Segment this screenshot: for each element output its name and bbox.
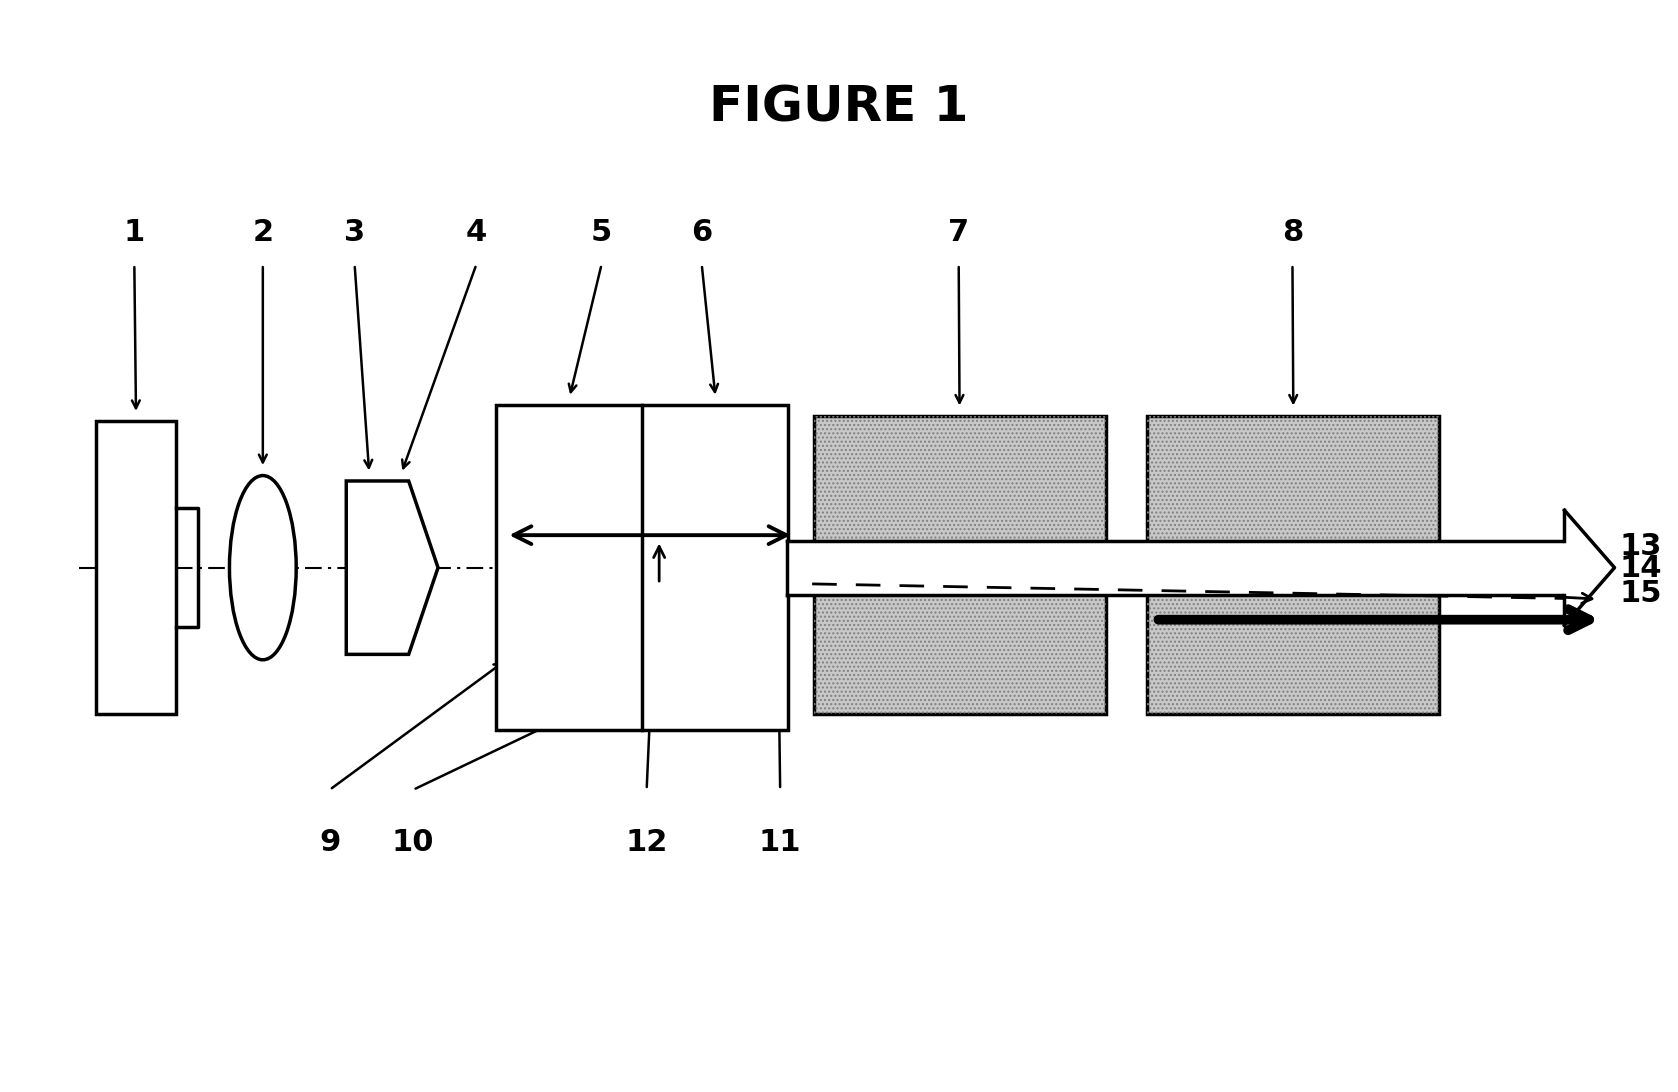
Text: 1: 1 bbox=[124, 218, 144, 247]
Polygon shape bbox=[1564, 510, 1614, 625]
Bar bbox=[96, 422, 176, 714]
Text: 12: 12 bbox=[626, 828, 668, 857]
Text: 9: 9 bbox=[319, 828, 341, 857]
Bar bbox=[497, 405, 789, 731]
Text: 7: 7 bbox=[948, 218, 970, 247]
Text: 14: 14 bbox=[1619, 555, 1661, 583]
Text: 10: 10 bbox=[391, 828, 435, 857]
Text: 2: 2 bbox=[252, 218, 274, 247]
Text: 6: 6 bbox=[691, 218, 713, 247]
Text: 11: 11 bbox=[758, 828, 802, 857]
Text: 4: 4 bbox=[466, 218, 487, 247]
Bar bbox=[1148, 416, 1440, 714]
Text: FIGURE 1: FIGURE 1 bbox=[708, 83, 968, 131]
Text: 8: 8 bbox=[1282, 218, 1304, 247]
Bar bbox=[814, 416, 1106, 714]
Text: 3: 3 bbox=[344, 218, 366, 247]
Ellipse shape bbox=[230, 475, 297, 660]
Bar bbox=[814, 416, 1106, 714]
Text: 15: 15 bbox=[1619, 579, 1661, 608]
Bar bbox=[1148, 416, 1440, 714]
Text: 5: 5 bbox=[591, 218, 612, 247]
Text: 13: 13 bbox=[1619, 532, 1661, 560]
Polygon shape bbox=[346, 480, 438, 654]
Bar bbox=[787, 541, 1564, 595]
